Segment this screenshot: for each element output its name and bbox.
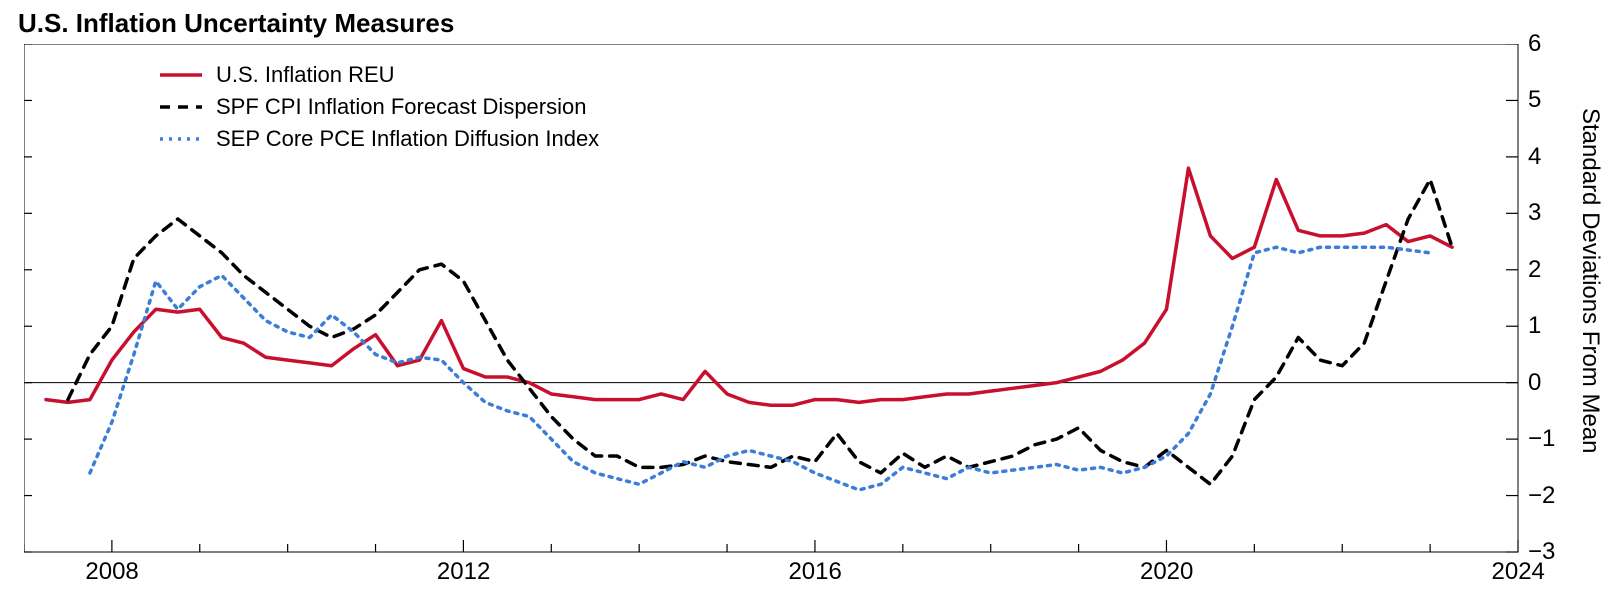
ytick-label: 5 (1528, 86, 1541, 114)
legend-item: SPF CPI Inflation Forecast Dispersion (160, 94, 599, 120)
ytick-label: −2 (1528, 482, 1555, 510)
ytick-label: 3 (1528, 199, 1541, 227)
ytick-label: 6 (1528, 30, 1541, 58)
ytick-label: 0 (1528, 369, 1541, 397)
xtick-label: 2016 (788, 558, 841, 586)
legend-label: U.S. Inflation REU (216, 62, 395, 88)
legend-item: SEP Core PCE Inflation Diffusion Index (160, 126, 599, 152)
legend-item: U.S. Inflation REU (160, 62, 599, 88)
ytick-label: 2 (1528, 256, 1541, 284)
yaxis-label: Standard Deviations From Mean (1576, 108, 1604, 528)
legend-label: SEP Core PCE Inflation Diffusion Index (216, 126, 599, 152)
xtick-label: 2020 (1140, 558, 1193, 586)
legend-label: SPF CPI Inflation Forecast Dispersion (216, 94, 586, 120)
xtick-label: 2012 (437, 558, 490, 586)
chart-title: U.S. Inflation Uncertainty Measures (18, 8, 454, 39)
ytick-label: 4 (1528, 143, 1541, 171)
ytick-label: −1 (1528, 425, 1555, 453)
legend-swatch (160, 66, 202, 84)
legend-swatch (160, 98, 202, 116)
legend: U.S. Inflation REU SPF CPI Inflation Fore… (160, 62, 599, 158)
xtick-label: 2008 (85, 558, 138, 586)
xtick-label: 2024 (1492, 558, 1545, 586)
ytick-label: 1 (1528, 312, 1541, 340)
legend-swatch (160, 130, 202, 148)
